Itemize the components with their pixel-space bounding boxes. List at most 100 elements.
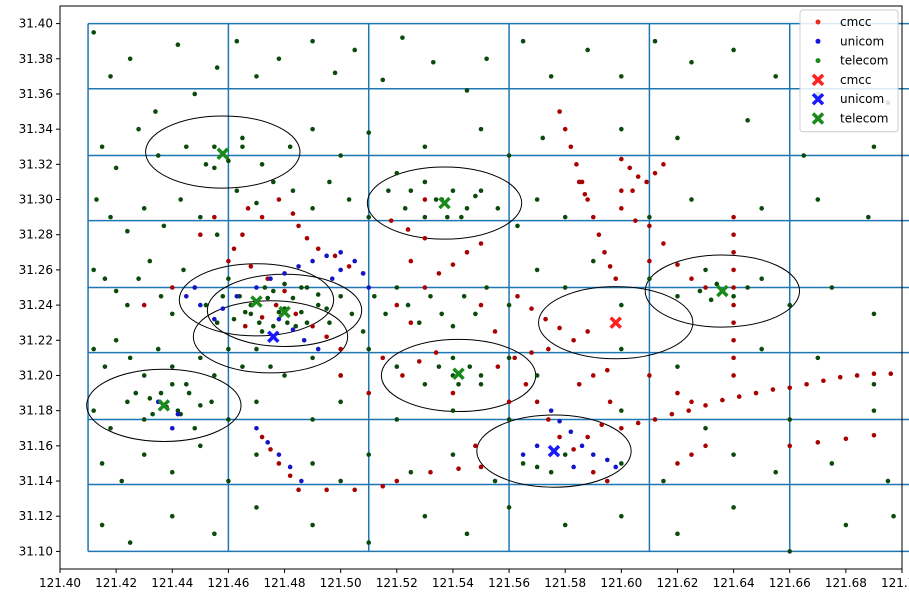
cmcc-point xyxy=(731,355,736,361)
telecom-point xyxy=(520,38,526,44)
cmcc-point xyxy=(557,325,562,331)
telecom-point xyxy=(310,522,315,528)
unicom-point xyxy=(296,264,301,269)
telecom-point xyxy=(262,285,268,290)
telecom-point xyxy=(829,461,835,466)
telecom-point xyxy=(153,109,158,114)
telecom-center-marker xyxy=(216,147,230,161)
telecom-point xyxy=(562,214,568,220)
cmcc-point xyxy=(324,334,329,340)
cmcc-point xyxy=(408,258,414,264)
cmcc-point xyxy=(259,214,265,220)
telecom-point xyxy=(338,293,343,299)
telecom-point xyxy=(885,478,891,484)
telecom-point xyxy=(478,126,484,132)
unicom-point xyxy=(268,276,273,282)
cmcc-point xyxy=(703,285,708,290)
cmcc-point xyxy=(669,411,675,417)
telecom-point xyxy=(773,74,778,79)
cmcc-point xyxy=(731,337,736,343)
cmcc-point xyxy=(492,329,498,334)
telecom-point xyxy=(198,403,203,408)
cmcc-point xyxy=(821,378,826,384)
telecom-point xyxy=(731,505,736,510)
x-tick-label: 121.66 xyxy=(769,576,811,590)
unicom-point xyxy=(315,346,321,352)
legend-label-telecom: telecom xyxy=(840,112,888,126)
telecom-point xyxy=(402,206,408,211)
cmcc-point xyxy=(523,381,529,387)
unicom-point xyxy=(198,302,203,308)
cmcc-point xyxy=(506,399,512,405)
telecom-point xyxy=(360,329,366,334)
unicom-point xyxy=(287,464,293,470)
x-tick-label: 121.48 xyxy=(264,576,306,590)
cmcc-point xyxy=(198,232,203,238)
x-tick-label: 121.62 xyxy=(656,576,698,590)
telecom-point xyxy=(203,302,209,308)
cmcc-point xyxy=(141,302,147,308)
cmcc-point xyxy=(635,420,641,426)
cmcc-point xyxy=(456,466,461,472)
telecom-point xyxy=(304,285,310,290)
telecom-point xyxy=(619,408,624,413)
cmcc-point xyxy=(647,223,652,229)
telecom-point xyxy=(324,306,329,311)
cmcc-point xyxy=(689,452,694,457)
cmcc-point xyxy=(546,346,551,352)
telecom-point xyxy=(478,381,484,387)
telecom-point xyxy=(495,206,501,211)
telecom-point xyxy=(492,478,498,484)
cmcc-point xyxy=(689,399,694,405)
cmcc-point xyxy=(568,144,574,150)
telecom-point xyxy=(346,197,352,202)
telecom-point xyxy=(226,346,231,352)
telecom-point xyxy=(127,355,133,361)
legend-label-telecom: telecom xyxy=(840,54,888,68)
telecom-point xyxy=(276,56,282,62)
cmcc-point xyxy=(731,373,736,378)
telecom-point xyxy=(450,452,456,457)
cmcc-point xyxy=(689,276,694,282)
cmcc-point xyxy=(599,422,604,428)
cmcc-point xyxy=(450,262,456,267)
telecom-point xyxy=(214,232,220,238)
telecom-point xyxy=(184,381,189,387)
cmcc-point xyxy=(416,359,422,364)
telecom-point xyxy=(175,408,181,413)
cmcc-point xyxy=(675,390,680,396)
legend-x-marker-telecom xyxy=(811,112,825,125)
telecom-point xyxy=(91,408,96,413)
telecom-point xyxy=(445,214,450,220)
telecom-point xyxy=(141,417,147,422)
cmcc-point xyxy=(515,293,520,299)
telecom-point xyxy=(450,323,456,329)
cmcc-point xyxy=(436,271,442,276)
legend-box xyxy=(799,9,899,133)
telecom-point xyxy=(652,38,658,44)
y-tick-label: 31.24 xyxy=(19,298,53,312)
telecom-point xyxy=(203,162,209,167)
unicom-point xyxy=(220,306,226,311)
telecom-point xyxy=(422,381,428,387)
telecom-point xyxy=(310,206,315,211)
cmcc-point xyxy=(675,262,680,267)
telecom-point xyxy=(585,47,590,53)
cmcc-point xyxy=(242,323,248,329)
legend-label-cmcc: cmcc xyxy=(840,15,871,29)
telecom-point xyxy=(675,135,680,141)
telecom-point xyxy=(478,188,484,194)
unicom-point xyxy=(338,267,343,273)
telecom-point xyxy=(562,452,568,457)
telecom-point xyxy=(349,311,355,317)
cluster-circle xyxy=(178,263,335,337)
telecom-point xyxy=(562,285,568,290)
telecom-point xyxy=(815,197,821,202)
telecom-point xyxy=(240,144,245,150)
cmcc-point xyxy=(633,218,638,223)
cmcc-point xyxy=(605,367,610,373)
telecom-point xyxy=(254,200,259,206)
telecom-point xyxy=(141,206,147,211)
x-tick-label: 121.70 xyxy=(881,576,909,590)
telecom-point xyxy=(310,355,315,361)
